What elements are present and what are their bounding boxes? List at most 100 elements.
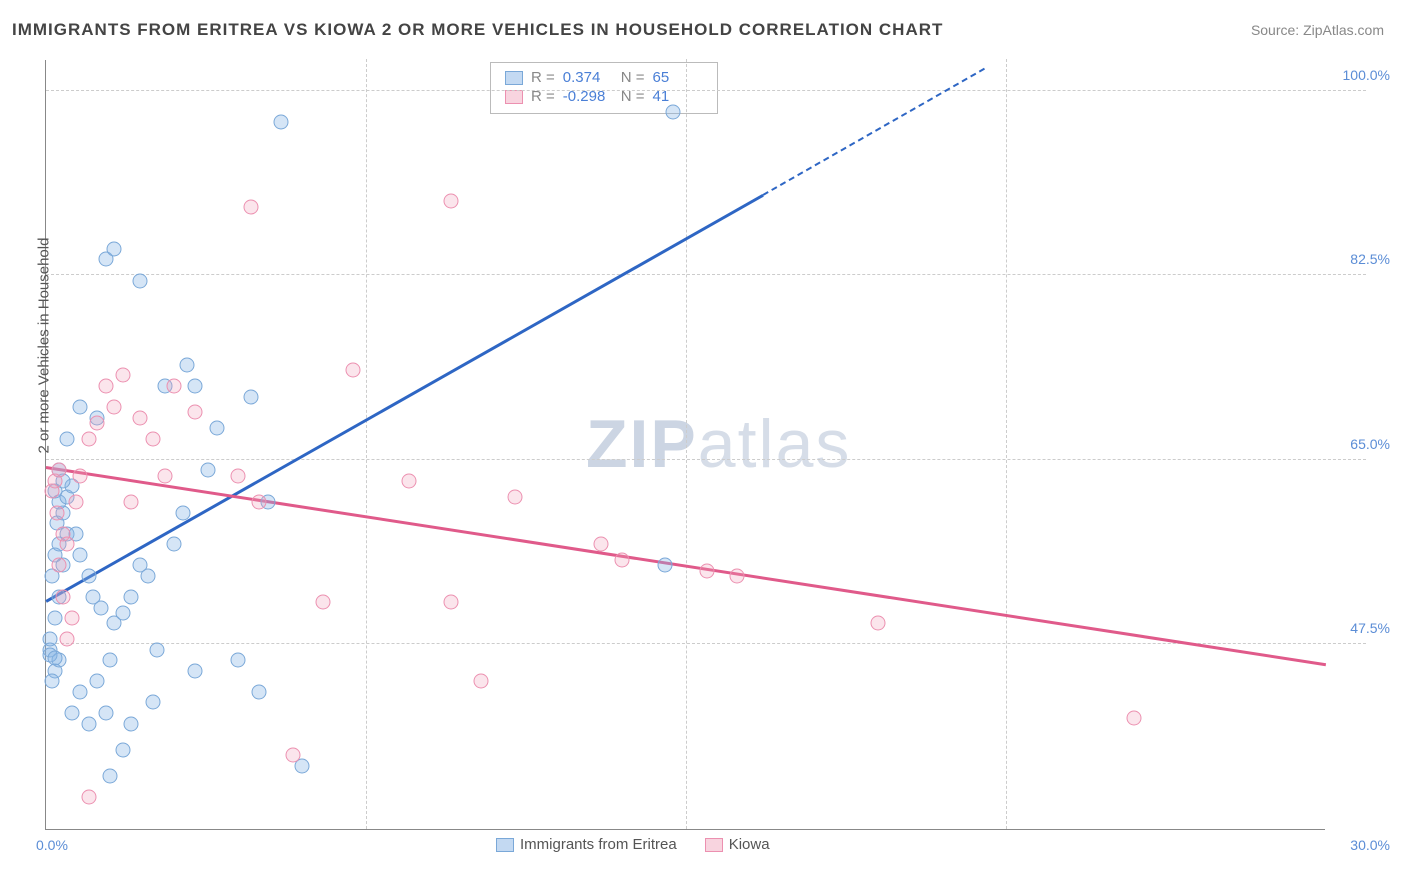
gridline-h [46,643,1366,644]
gridline-h [46,90,1366,91]
data-point-blue [175,505,190,520]
n-label: N = [621,69,645,86]
data-point-blue [64,705,79,720]
trend-line [762,68,985,196]
data-point-pink [252,495,267,510]
data-point-blue [657,558,672,573]
data-point-blue [124,716,139,731]
data-point-blue [107,241,122,256]
data-point-blue [103,769,118,784]
data-point-pink [90,415,105,430]
data-point-blue [145,695,160,710]
gridline-v [366,59,367,829]
data-point-pink [56,589,71,604]
x-tick-label: 30.0% [1350,837,1390,853]
data-point-pink [51,463,66,478]
data-point-blue [273,115,288,130]
data-point-blue [94,600,109,615]
chart-plot-area: ZIPatlas 2 or more Vehicles in Household… [45,60,1325,830]
data-point-pink [115,368,130,383]
data-point-pink [98,379,113,394]
y-tick-label: 47.5% [1350,620,1390,636]
watermark: ZIPatlas [586,405,851,483]
data-point-pink [132,410,147,425]
data-point-pink [60,537,75,552]
stats-row: R = 0.374 N = 65 [505,69,703,86]
legend-label: Kiowa [729,836,770,853]
y-tick-label: 82.5% [1350,251,1390,267]
data-point-pink [124,495,139,510]
y-tick-label: 65.0% [1350,436,1390,452]
data-point-pink [615,553,630,568]
gridline-v [1006,59,1007,829]
data-point-blue [243,389,258,404]
legend-label: Immigrants from Eritrea [520,836,677,853]
data-point-pink [401,473,416,488]
data-point-blue [81,568,96,583]
data-point-pink [231,468,246,483]
legend-swatch [496,838,514,852]
data-point-pink [593,537,608,552]
legend-bottom: Immigrants from Eritrea Kiowa [496,836,770,853]
data-point-blue [81,716,96,731]
y-axis-label: 2 or more Vehicles in Household [36,238,53,454]
data-point-blue [141,568,156,583]
gridline-h [46,459,1366,460]
data-point-blue [90,674,105,689]
data-point-blue [115,605,130,620]
data-point-blue [98,705,113,720]
data-point-blue [73,684,88,699]
data-point-pink [188,405,203,420]
r-label: R = [531,69,555,86]
data-point-blue [43,632,58,647]
data-point-blue [73,400,88,415]
legend-item: Kiowa [705,836,770,853]
data-point-pink [49,505,64,520]
data-point-pink [444,595,459,610]
r-value: 0.374 [563,69,613,86]
stats-legend: R =0.374N =65R =-0.298N =41 [490,62,718,114]
data-point-pink [346,363,361,378]
data-point-blue [45,674,60,689]
data-point-blue [666,104,681,119]
data-point-pink [158,468,173,483]
data-point-blue [103,653,118,668]
data-point-pink [700,563,715,578]
data-point-pink [81,790,96,805]
legend-swatch [505,90,523,104]
data-point-pink [286,748,301,763]
data-point-pink [51,558,66,573]
data-point-pink [316,595,331,610]
data-point-blue [73,547,88,562]
data-point-blue [132,273,147,288]
x-tick-label: 0.0% [36,837,68,853]
data-point-blue [252,684,267,699]
data-point-pink [730,568,745,583]
data-point-blue [167,537,182,552]
data-point-pink [81,431,96,446]
data-point-blue [179,357,194,372]
data-point-pink [167,379,182,394]
data-point-blue [188,663,203,678]
legend-swatch [705,838,723,852]
data-point-pink [60,632,75,647]
trend-line [45,194,763,602]
gridline-v [686,59,687,829]
chart-title: IMMIGRANTS FROM ERITREA VS KIOWA 2 OR MO… [12,20,943,40]
source-label: Source: ZipAtlas.com [1251,22,1384,38]
data-point-blue [47,611,62,626]
data-point-pink [64,611,79,626]
data-point-blue [47,651,62,666]
data-point-pink [508,489,523,504]
data-point-pink [68,495,83,510]
data-point-pink [107,400,122,415]
data-point-pink [1127,711,1142,726]
legend-item: Immigrants from Eritrea [496,836,677,853]
y-tick-label: 100.0% [1343,67,1390,83]
data-point-blue [209,421,224,436]
data-point-blue [201,463,216,478]
n-value: 65 [653,69,703,86]
data-point-blue [149,642,164,657]
data-point-blue [124,589,139,604]
data-point-pink [474,674,489,689]
